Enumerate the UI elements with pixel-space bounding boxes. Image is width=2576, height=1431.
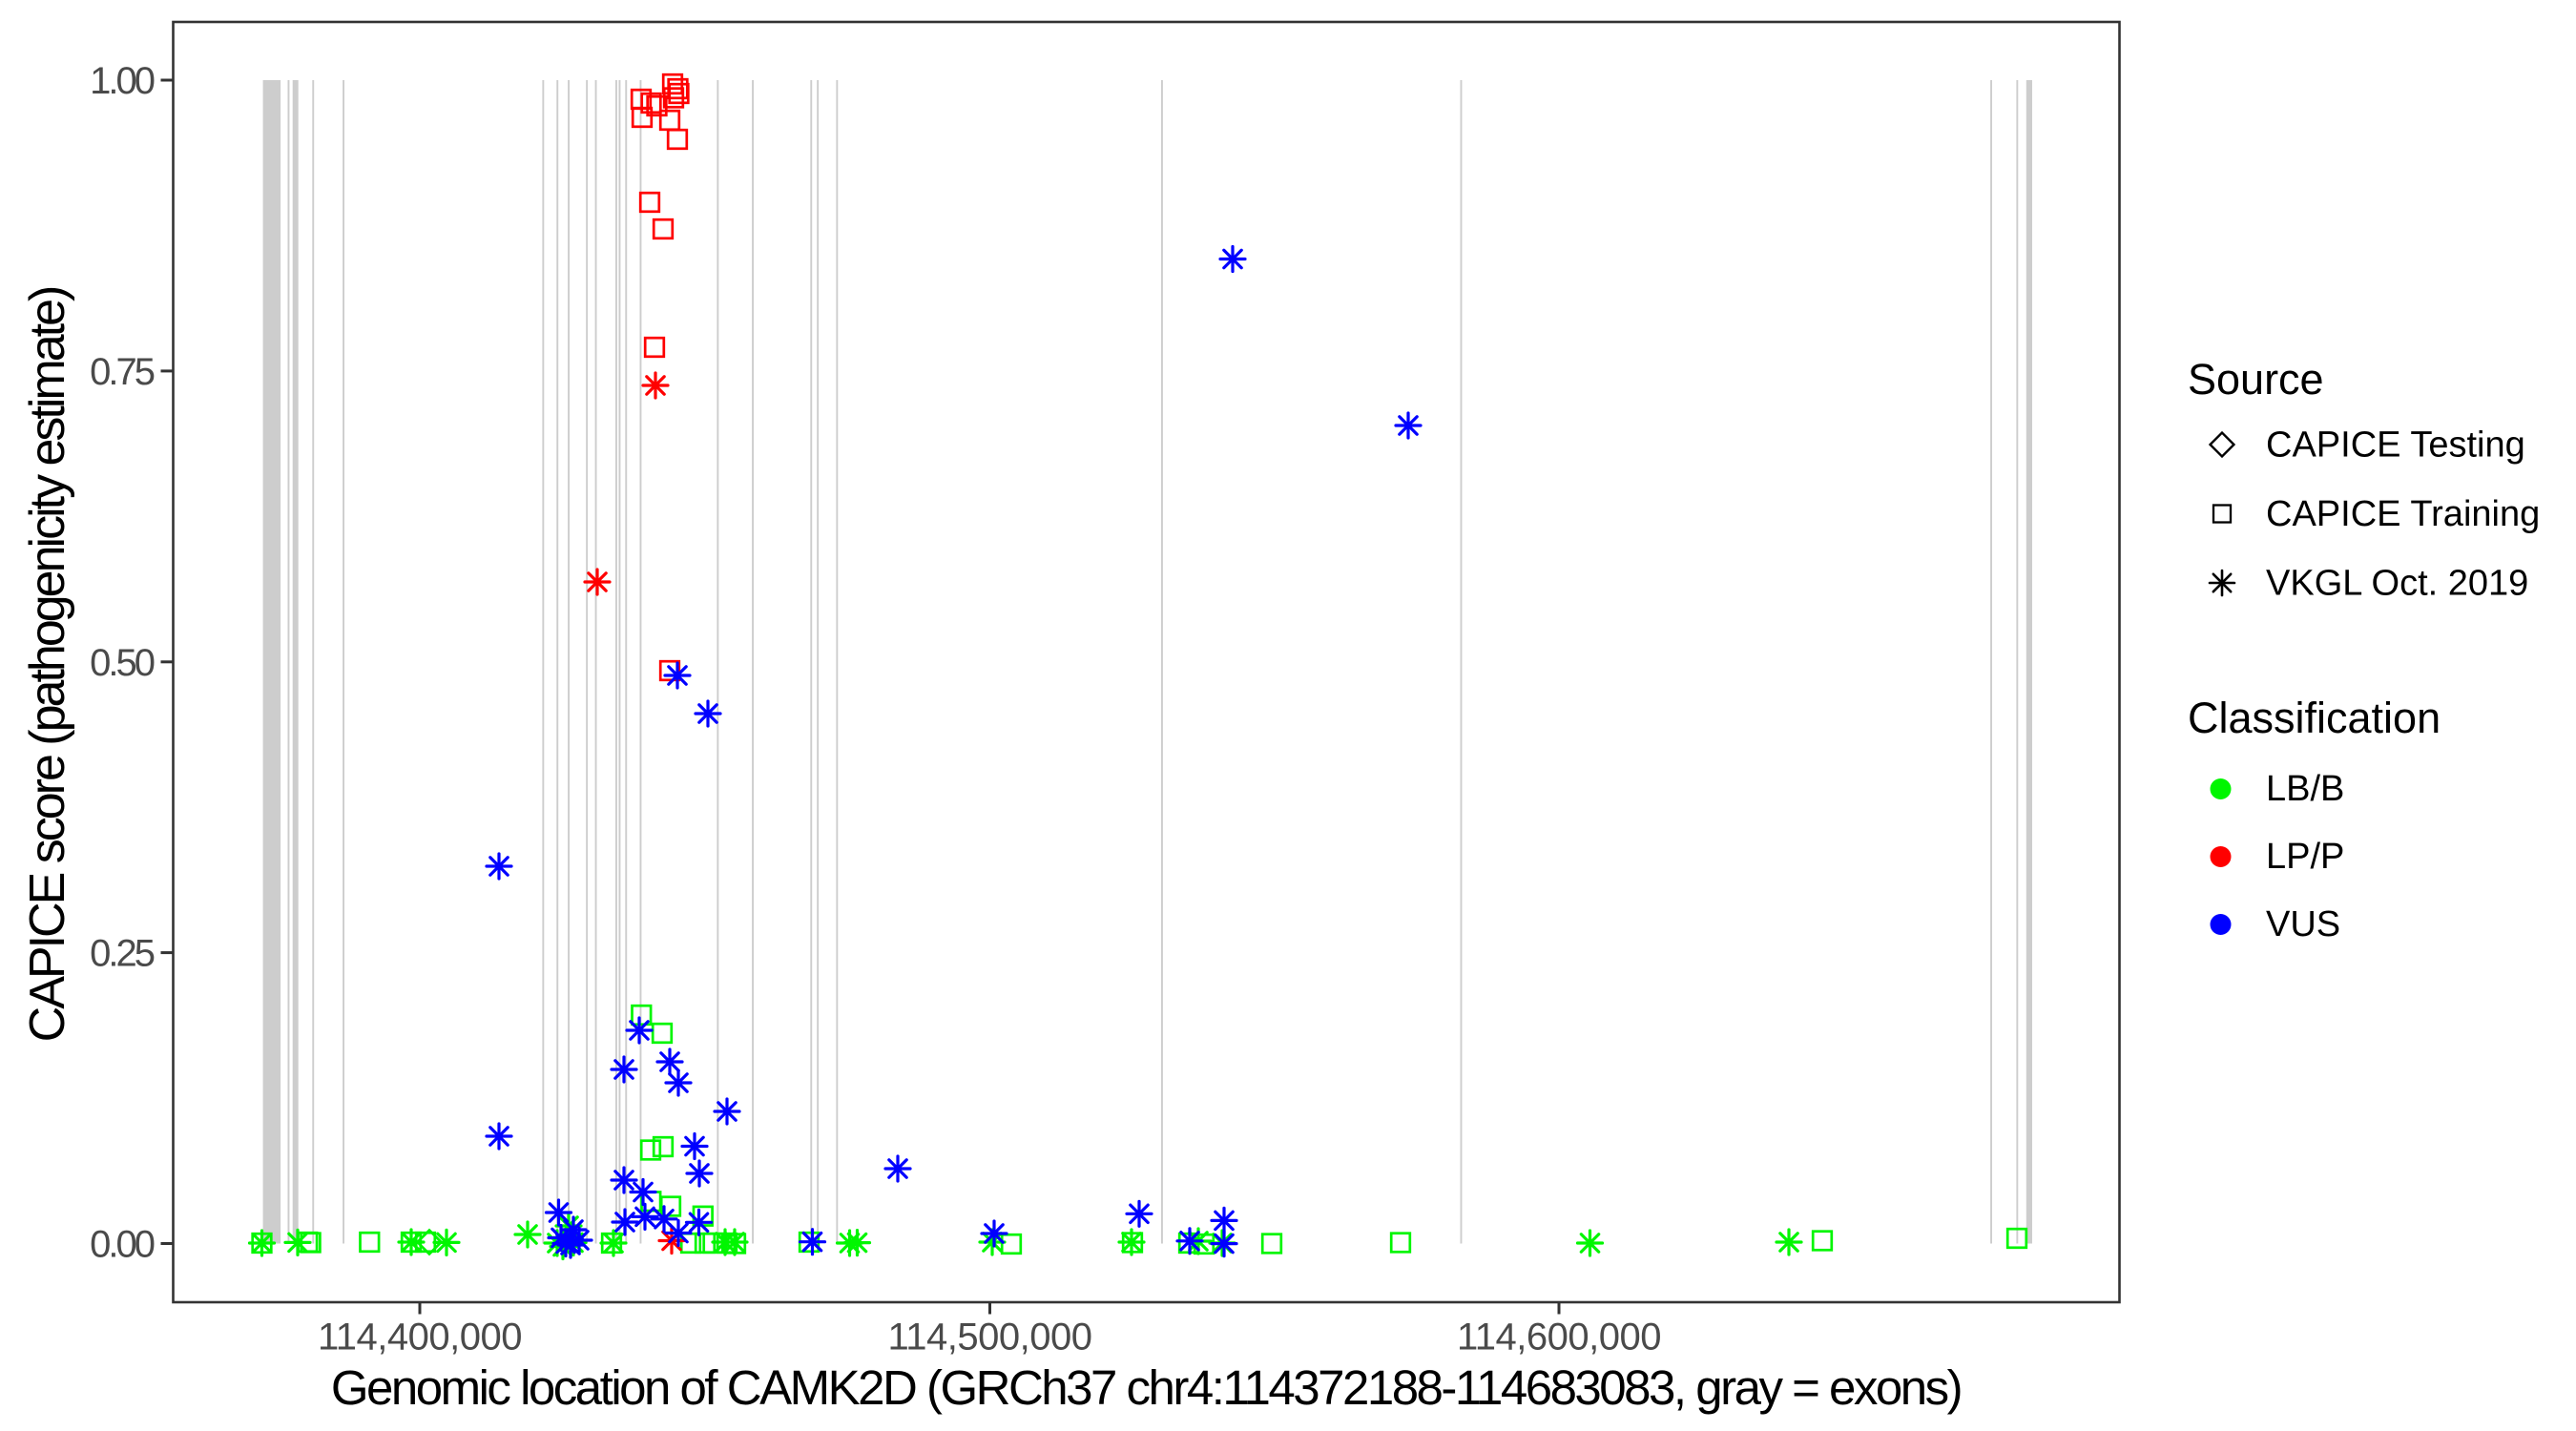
svg-text:LP/P: LP/P [2266, 837, 2344, 877]
svg-text:0.75: 0.75 [90, 351, 155, 393]
svg-text:VKGL Oct. 2019: VKGL Oct. 2019 [2266, 564, 2528, 604]
svg-text:114,400,000: 114,400,000 [318, 1317, 522, 1358]
svg-text:CAPICE score (pathogenicity es: CAPICE score (pathogenicity estimate) [20, 287, 75, 1042]
svg-text:0.00: 0.00 [90, 1224, 155, 1266]
svg-text:VUS: VUS [2266, 904, 2340, 944]
svg-text:CAPICE Testing: CAPICE Testing [2266, 425, 2525, 466]
svg-text:114,500,000: 114,500,000 [888, 1317, 1092, 1358]
svg-text:1.00: 1.00 [90, 60, 155, 102]
svg-text:CAPICE Training: CAPICE Training [2266, 494, 2540, 534]
svg-text:Classification: Classification [2188, 694, 2441, 742]
svg-text:LB/B: LB/B [2266, 769, 2344, 809]
svg-text:0.25: 0.25 [90, 933, 155, 975]
svg-text:114,600,000: 114,600,000 [1457, 1317, 1661, 1358]
svg-text:Genomic location of CAMK2D (GR: Genomic location of CAMK2D (GRCh37 chr4:… [331, 1360, 1961, 1415]
svg-text:0.50: 0.50 [90, 642, 155, 684]
svg-text:Source: Source [2188, 355, 2324, 404]
